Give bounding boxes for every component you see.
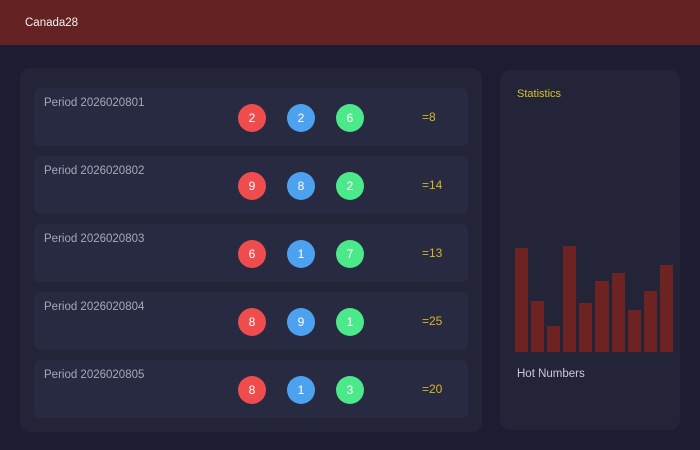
- hot-numbers-bar-chart: [515, 246, 673, 352]
- green-ball: 2: [336, 172, 364, 200]
- blue-ball: 2: [287, 104, 315, 132]
- period-label: Period 2026020803: [44, 233, 145, 245]
- chart-bar: [611, 272, 625, 352]
- result-row: Period 2026020801 2 2 6 =8: [34, 88, 468, 146]
- chart-bar: [547, 325, 561, 352]
- red-ball: 8: [238, 376, 266, 404]
- ball-group: 6 1 7: [238, 240, 364, 268]
- sum-value: =8: [422, 110, 436, 124]
- chart-bar: [531, 301, 545, 352]
- red-ball: 9: [238, 172, 266, 200]
- sum-value: =13: [422, 246, 443, 260]
- results-panel: Period 2026020801 2 2 6 =8 Period 202602…: [20, 68, 482, 432]
- result-row: Period 2026020804 8 9 1 =25: [34, 292, 468, 350]
- green-ball: 7: [336, 240, 364, 268]
- result-row: Period 2026020802 9 8 2 =14: [34, 156, 468, 214]
- chart-bar: [579, 303, 593, 352]
- green-ball: 1: [336, 308, 364, 336]
- sum-value: =14: [422, 178, 443, 192]
- blue-ball: 9: [287, 308, 315, 336]
- statistics-panel: Statistics Hot Numbers: [500, 70, 680, 430]
- ball-group: 2 2 6: [238, 104, 364, 132]
- red-ball: 2: [238, 104, 266, 132]
- ball-group: 9 8 2: [238, 172, 364, 200]
- result-row: Period 2026020805 8 1 3 =20: [34, 360, 468, 418]
- blue-ball: 1: [287, 376, 315, 404]
- chart-bar: [595, 280, 609, 352]
- green-ball: 6: [336, 104, 364, 132]
- red-ball: 8: [238, 308, 266, 336]
- chart-bar: [515, 248, 529, 352]
- app-header: Canada28: [0, 0, 700, 45]
- chart-bar: [659, 265, 673, 352]
- chart-bar: [643, 290, 657, 352]
- ball-group: 8 1 3: [238, 376, 364, 404]
- sum-value: =25: [422, 314, 443, 328]
- chart-bar: [627, 309, 641, 352]
- blue-ball: 8: [287, 172, 315, 200]
- sum-value: =20: [422, 382, 443, 396]
- hot-numbers-label: Hot Numbers: [517, 368, 585, 380]
- green-ball: 3: [336, 376, 364, 404]
- period-label: Period 2026020804: [44, 301, 145, 313]
- blue-ball: 1: [287, 240, 315, 268]
- period-label: Period 2026020805: [44, 369, 145, 381]
- period-label: Period 2026020801: [44, 97, 145, 109]
- ball-group: 8 9 1: [238, 308, 364, 336]
- statistics-title: Statistics: [517, 88, 562, 100]
- red-ball: 6: [238, 240, 266, 268]
- result-row: Period 2026020803 6 1 7 =13: [34, 224, 468, 282]
- period-label: Period 2026020802: [44, 165, 145, 177]
- chart-bar: [563, 246, 577, 352]
- app-title: Canada28: [25, 16, 79, 29]
